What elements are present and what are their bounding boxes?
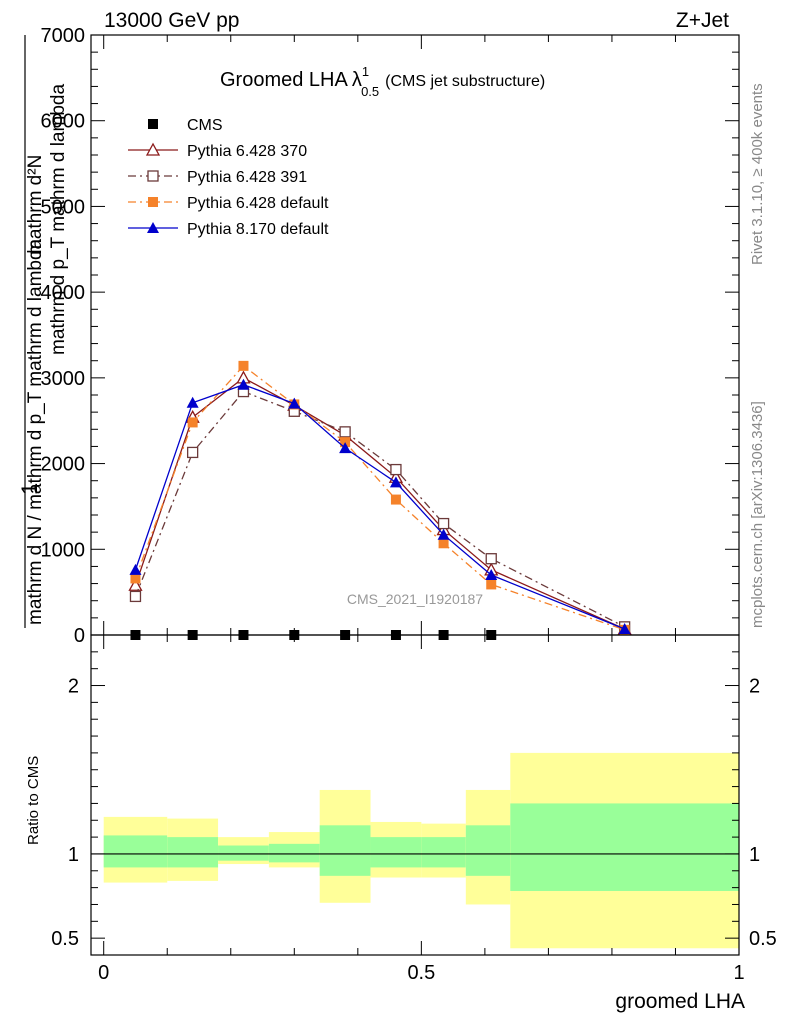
analysis-watermark: CMS_2021_I1920187 [347,591,483,607]
header-process: Z+Jet [676,9,729,32]
y-label-text: mathrm d N / mathrm d p_T mathrm d lambd… [25,238,46,625]
title-sup: 1 [362,64,369,79]
title-sub: 0.5 [361,84,379,99]
data-point [339,426,351,438]
x-tick-label: 0.5 [407,962,435,984]
data-point [238,360,249,371]
legend-marker [145,142,161,156]
legend-marker [148,197,158,207]
ratio-band-inner [465,825,511,876]
data-point [288,397,301,409]
data-point [186,446,199,459]
ratio-panel: 0.5 0.51 12 2 0 0.5 1 [51,634,777,984]
title-main: Groomed LHA [220,69,348,91]
ratio-band-inner [510,803,739,891]
legend-marker [147,222,159,233]
main-panel: 0 1000 2000 3000 4000 5000 6000 7000 [41,25,740,647]
data-point [186,396,199,408]
ratio-frame [90,634,740,956]
main-series [128,360,632,640]
legend-label: Pythia 6.428 default [187,195,329,212]
header-energy: 13000 GeV pp [104,9,239,32]
legend-label: Pythia 6.428 370 [187,143,307,160]
x-tick-label: 0 [98,962,109,984]
ratio-y-tick-label-right: 0.5 [749,928,777,950]
main-y-axis: 0 1000 2000 3000 4000 5000 6000 7000 [41,25,740,647]
data-point [390,463,402,476]
ratio-band-inner [319,825,371,876]
ratio-y-axis: 0.5 0.5 1 1 2 2 [51,651,777,950]
y-label-numerator: 1 [17,483,42,495]
y-label-frac-bottom: mathrm d p_T mathrm d lambda [48,84,69,355]
data-point [485,569,498,580]
data-point [438,538,449,549]
ratio-y-tick-label: 0.5 [51,928,79,950]
ratio-band-inner [167,837,219,868]
y-tick-label: 2000 [41,454,86,476]
legend-marker [148,119,158,129]
ratio-y-tick-label: 1 [68,844,79,866]
ratio-band-inner [421,837,466,868]
side-note-mcplots: mcplots.cern.ch [arXiv:1306.3436] [749,401,766,628]
data-point [128,577,143,591]
data-point [339,442,352,454]
data-point [390,494,401,505]
data-point [389,476,402,488]
y-tick-label: 0 [74,625,85,647]
data-point [129,590,142,603]
legend-label: Pythia 6.428 391 [187,169,307,186]
series-2 [129,385,631,633]
ratio-x-axis: 0 0.5 1 [98,635,745,984]
y-tick-label: 4000 [41,282,86,304]
legend-label: Pythia 8.170 default [187,221,329,238]
ratio-band-inner [370,837,422,868]
y-tick-label: 7000 [41,25,86,47]
legend-marker [147,170,159,182]
main-y-label: 1 mathrm d N / mathrm d p_T mathrm d lam… [17,84,69,625]
y-tick-label: 6000 [41,111,86,133]
side-note-rivet: Rivet 3.1.10, ≥ 400k events [749,83,766,265]
ratio-band-inner [268,843,320,863]
series-4 [129,378,631,634]
x-tick-label: 1 [733,962,744,984]
plot-title: Groomed LHA λ1 0.5 (CMS jet substructure) [220,64,545,99]
data-point [485,553,497,565]
x-axis-label: groomed LHA [615,990,745,1013]
y-label-frac-top: mathrm d²N [25,155,46,255]
ratio-band-inner [218,845,269,861]
data-point [618,623,631,634]
ratio-bands [103,752,739,949]
data-point [129,563,142,575]
ratio-y-label: Ratio to CMS [25,756,42,845]
y-tick-label: 1000 [41,539,86,561]
ratio-y-tick-label-right: 1 [749,844,760,866]
data-point [486,579,497,590]
data-point [187,417,198,428]
data-point [237,378,250,390]
series-line [134,364,625,631]
ratio-y-tick-label-right: 2 [749,676,760,698]
data-point [130,573,141,584]
ratio-band-inner [103,835,168,868]
y-tick-label: 5000 [41,196,86,218]
data-point [437,528,450,540]
legend: CMS Pythia 6.428 370 Pythia 6.428 391 Pythi… [128,117,329,238]
title-symbol: λ [352,69,362,91]
ratio-y-tick-label: 2 [68,676,79,698]
legend-label: CMS [187,117,223,134]
y-tick-label: 3000 [41,368,86,390]
title-extra: (CMS jet substructure) [385,73,545,90]
data-point [437,517,450,530]
